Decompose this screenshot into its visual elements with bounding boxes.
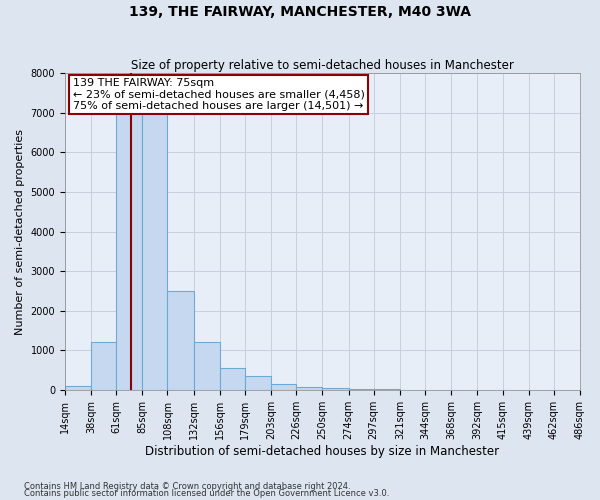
Text: 139, THE FAIRWAY, MANCHESTER, M40 3WA: 139, THE FAIRWAY, MANCHESTER, M40 3WA	[129, 5, 471, 19]
Text: 139 THE FAIRWAY: 75sqm
← 23% of semi-detached houses are smaller (4,458)
75% of : 139 THE FAIRWAY: 75sqm ← 23% of semi-det…	[73, 78, 365, 111]
Bar	[245, 376, 271, 390]
Bar	[194, 342, 220, 390]
Bar	[296, 386, 322, 390]
X-axis label: Distribution of semi-detached houses by size in Manchester: Distribution of semi-detached houses by …	[145, 444, 500, 458]
Bar	[167, 291, 194, 390]
Bar	[220, 368, 245, 390]
Bar	[322, 388, 349, 390]
Y-axis label: Number of semi-detached properties: Number of semi-detached properties	[15, 128, 25, 334]
Bar	[91, 342, 116, 390]
Text: Contains HM Land Registry data © Crown copyright and database right 2024.: Contains HM Land Registry data © Crown c…	[24, 482, 350, 491]
Text: Contains public sector information licensed under the Open Government Licence v3: Contains public sector information licen…	[24, 490, 389, 498]
Bar	[116, 89, 142, 390]
Bar	[142, 85, 167, 390]
Bar	[271, 384, 296, 390]
Bar	[349, 389, 374, 390]
Title: Size of property relative to semi-detached houses in Manchester: Size of property relative to semi-detach…	[131, 59, 514, 72]
Bar	[65, 386, 91, 390]
